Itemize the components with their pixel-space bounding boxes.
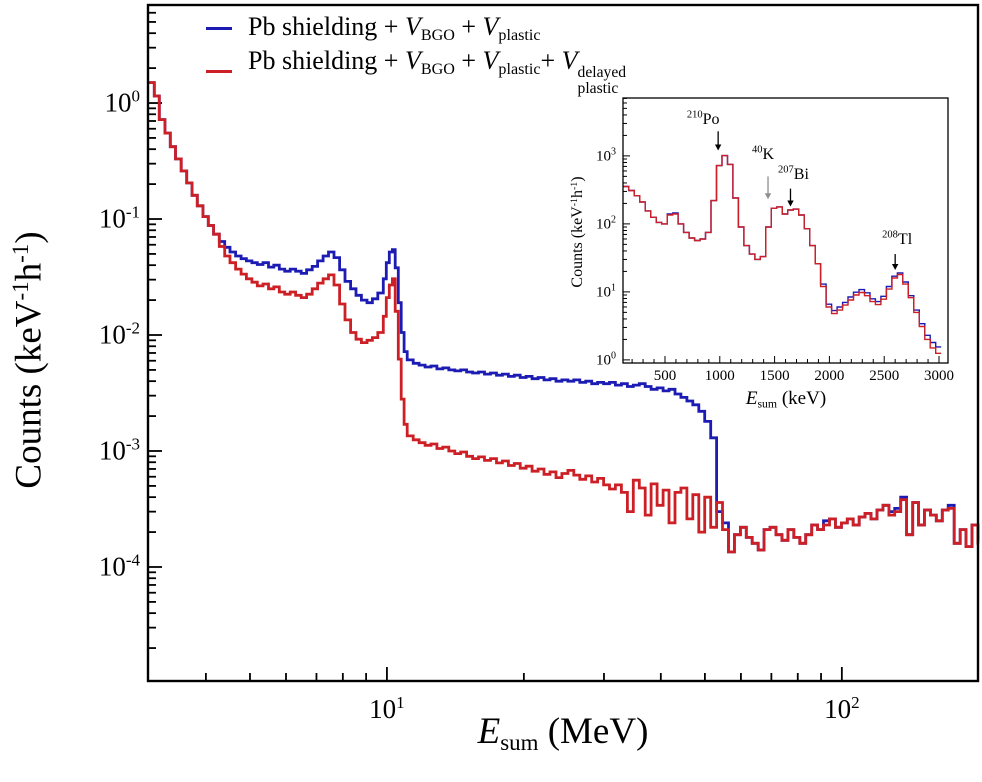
legend: Pb shielding + VBGO + Vplastic Pb shieldi… [206, 7, 626, 97]
annotation-arrowhead-Bi [787, 200, 794, 207]
inset-series-red-path [623, 154, 942, 354]
legend-line-swatch [206, 26, 232, 31]
inset-x-axis-label: Esum (keV) [745, 388, 827, 411]
annotation-arrowhead-K [764, 193, 772, 200]
inset-x-tick-label: 2500 [869, 368, 900, 384]
legend-line-swatch [206, 69, 232, 74]
main-x-tick-label: 102 [824, 693, 860, 724]
main-plot-frame [146, 3, 980, 683]
annotation-arrowhead-Po [714, 144, 722, 151]
main-y-tick-label: 100 [104, 86, 141, 118]
main-ticks [148, 11, 843, 681]
legend-item-label: Pb shielding + VBGO + Vplastic [248, 12, 541, 44]
main-y-tick-label: 10-1 [98, 202, 140, 234]
inset-x-tick-label: 1000 [704, 368, 735, 384]
sup-sub-stack: delayed plastic [577, 64, 627, 98]
isotope-label-Po: 210Po [686, 109, 720, 128]
inset-background [623, 98, 948, 363]
main-y-tick-label: 10-3 [98, 434, 140, 466]
isotope-label-K: 40K [751, 145, 775, 164]
main-x-axis-label: Esum (MeV) [477, 711, 649, 755]
inset-annotations [714, 131, 899, 270]
annotation-arrowhead-Tl [891, 263, 899, 270]
main-y-tick-label: 10-4 [98, 550, 140, 582]
main-x-tick-label: 101 [369, 693, 405, 724]
inset-y-tick-label: 102 [596, 214, 616, 233]
isotope-label-Bi: 207Bi [778, 164, 809, 183]
inset-x-tick-label: 1500 [759, 368, 790, 384]
inset-x-tick-label: 2000 [814, 368, 845, 384]
inset-ticks [623, 97, 940, 363]
inset-y-tick-label: 103 [596, 146, 616, 165]
main-series-red-path [148, 81, 980, 554]
main-y-tick-label: 10-2 [98, 318, 140, 350]
inset-plot-frame [622, 97, 949, 364]
legend-item-blue: Pb shielding + VBGO + Vplastic [206, 7, 626, 50]
inset-y-tick-label: 101 [596, 282, 616, 301]
inset-y-tick-label: 100 [596, 350, 616, 369]
inset-x-tick-label: 3000 [924, 368, 954, 384]
inset-x-tick-label: 500 [653, 368, 677, 384]
isotope-label-Tl: 208Tl [882, 229, 913, 248]
